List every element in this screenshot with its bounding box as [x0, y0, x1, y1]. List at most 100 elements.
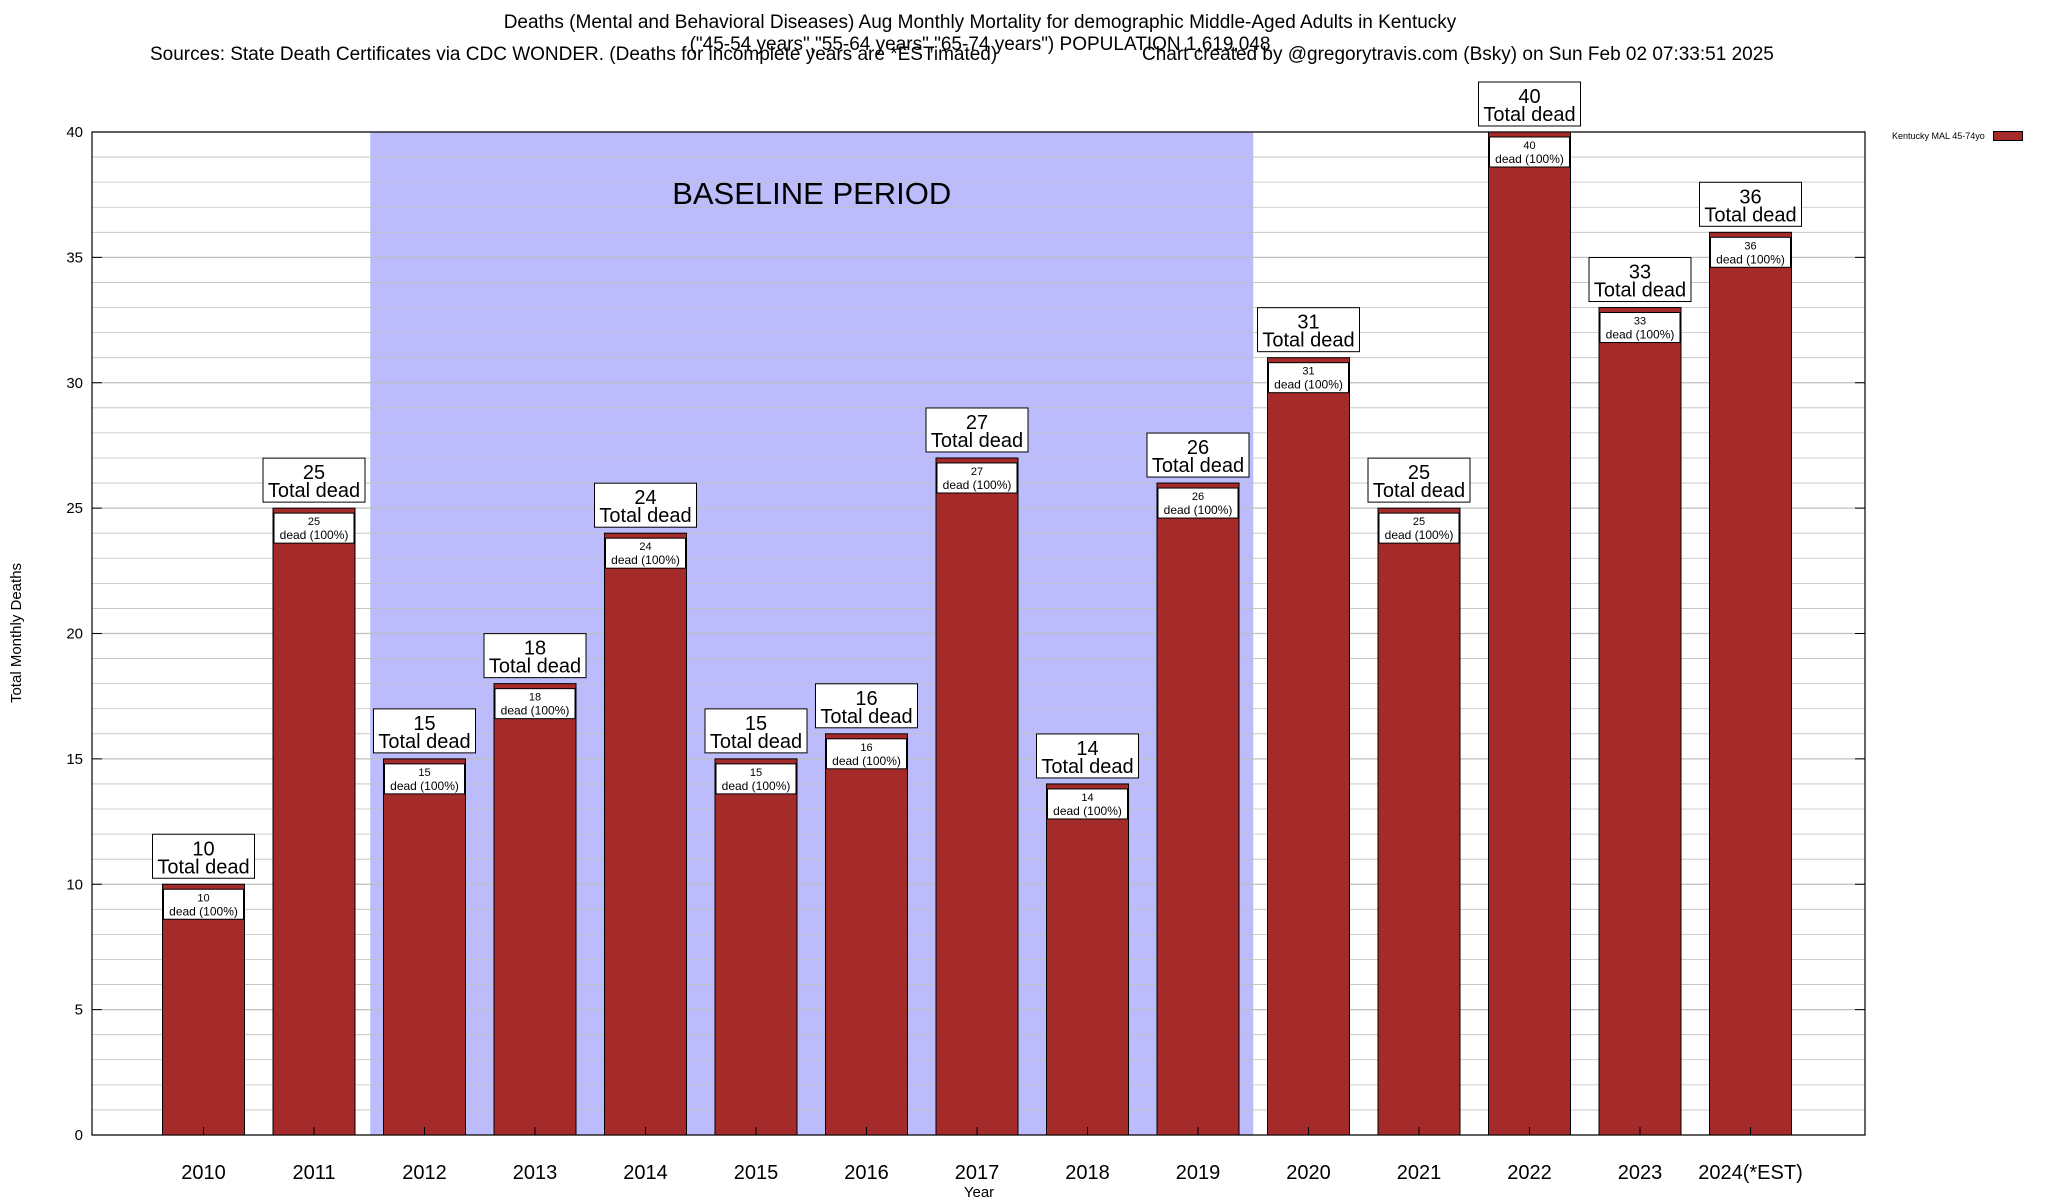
- bar-inner-label-box: [494, 688, 576, 720]
- bar-inner-value: 14: [1081, 792, 1093, 804]
- bar-total-value: 18: [524, 638, 546, 660]
- bar-total-label-box: [1036, 733, 1139, 779]
- bar-inner-label-box: [1710, 236, 1791, 268]
- bar-inner-label: dead (100%): [169, 904, 238, 918]
- bar-total-label: Total dead: [820, 706, 912, 728]
- title-line-1: Deaths (Mental and Behavioral Diseases) …: [503, 12, 1457, 33]
- bar-total-value: 40: [1518, 86, 1540, 108]
- y-tick-label: 40: [66, 124, 83, 141]
- y-axis-label: Total Monthly Deaths: [8, 563, 25, 703]
- x-tick-label: 2017: [955, 1162, 1000, 1184]
- bar-total-label-box: [1146, 432, 1250, 478]
- bar: [1709, 231, 1792, 1136]
- bar-inner-label-box: [1489, 136, 1570, 168]
- bar-total-label-box: [262, 457, 366, 503]
- bar-total-label-box: [1367, 457, 1471, 503]
- bar-inner-value: 27: [971, 466, 983, 478]
- bar-inner-label: dead (100%): [611, 553, 680, 567]
- bar-inner-value: 15: [750, 767, 762, 779]
- legend: Kentucky MAL 45-74yo: [1892, 131, 2023, 141]
- bar-inner-label: dead (100%): [390, 779, 459, 793]
- bar-inner-label-box: [936, 462, 1018, 494]
- bar-inner-label-box: [715, 763, 797, 795]
- bar-total-value: 36: [1739, 186, 1761, 208]
- bar-total-label-box: [373, 708, 476, 754]
- y-tick-label: 10: [66, 876, 83, 893]
- sources-note: Sources: State Death Certificates via CD…: [150, 44, 998, 65]
- x-tick-label: 2019: [1176, 1162, 1221, 1184]
- x-tick-label: 2015: [734, 1162, 779, 1184]
- bar-inner-value: 15: [418, 767, 430, 779]
- x-tick-label: 2011: [292, 1162, 335, 1184]
- bar-inner-label: dead (100%): [1716, 252, 1785, 266]
- bar-total-value: 31: [1297, 312, 1319, 334]
- bar-inner-label: dead (100%): [1053, 804, 1122, 818]
- bar-total-label: Total dead: [1373, 480, 1465, 502]
- bar-inner-label: dead (100%): [280, 528, 349, 542]
- y-tick-label: 20: [66, 626, 83, 643]
- bar: [935, 457, 1019, 1136]
- bar: [383, 758, 466, 1136]
- bar-inner-label-box: [384, 763, 465, 795]
- bar: [493, 683, 577, 1136]
- x-tick-label: 2021: [1397, 1162, 1442, 1184]
- bar-inner-label-box: [1268, 362, 1349, 394]
- bar-total-label-box: [1588, 257, 1692, 303]
- bar-total-label-box: [483, 633, 587, 679]
- bar-total-label-box: [594, 482, 697, 528]
- bar-inner-label: dead (100%): [943, 478, 1012, 492]
- bar-inner-label-box: [1599, 312, 1681, 344]
- x-tick-label: 2022: [1507, 1162, 1552, 1184]
- bar: [604, 532, 687, 1136]
- bar-inner-label: dead (100%): [1164, 503, 1233, 517]
- bar-inner-label-box: [163, 888, 244, 920]
- bar: [1156, 482, 1240, 1136]
- x-tick-label: 2016: [844, 1162, 889, 1184]
- x-tick-label: 2023: [1618, 1162, 1663, 1184]
- legend-label: Kentucky MAL 45-74yo: [1892, 131, 1985, 141]
- bar-inner-value: 31: [1302, 366, 1314, 378]
- bar-total-label-box: [1478, 81, 1581, 127]
- bar: [162, 883, 245, 1136]
- x-tick-label: 2020: [1286, 1162, 1331, 1184]
- bar-inner-label-box: [1047, 788, 1128, 820]
- bar-total-value: 15: [745, 713, 767, 735]
- bar-total-label: Total dead: [931, 430, 1023, 452]
- y-tick-label: 25: [66, 500, 83, 517]
- bar-inner-label-box: [273, 512, 355, 544]
- bar-total-label-box: [925, 407, 1029, 453]
- bar-total-value: 33: [1629, 262, 1651, 284]
- bar: [1488, 131, 1571, 1136]
- y-tick-label: 15: [66, 751, 83, 768]
- bar-total-label: Total dead: [710, 731, 802, 753]
- bar-total-value: 15: [413, 713, 435, 735]
- bar-inner-value: 40: [1523, 140, 1535, 152]
- bar-inner-label-box: [1157, 487, 1239, 519]
- title-line-3: Sources: State Death Certificates via CD…: [0, 44, 2048, 68]
- chart-title: Deaths (Mental and Behavioral Diseases) …: [0, 12, 1960, 56]
- bar-inner-value: 25: [1413, 516, 1425, 528]
- bar-inner-label: dead (100%): [1385, 528, 1454, 542]
- bar-total-value: 25: [1408, 462, 1430, 484]
- bar-inner-label: dead (100%): [832, 754, 901, 768]
- bar-inner-label: dead (100%): [722, 779, 791, 793]
- y-tick-label: 5: [75, 1002, 83, 1019]
- bar-inner-label: dead (100%): [1274, 378, 1343, 392]
- title-line-2: ("45-54 years","55-64 years","65-74 year…: [689, 34, 1271, 55]
- bar-total-value: 26: [1187, 437, 1209, 459]
- bar-inner-value: 25: [308, 516, 320, 528]
- chart-credit: Chart created by @gregorytravis.com (Bsk…: [1142, 44, 1774, 65]
- bar-inner-label: dead (100%): [1606, 328, 1675, 342]
- bar-inner-value: 33: [1634, 316, 1646, 328]
- bar-total-label: Total dead: [1704, 204, 1796, 226]
- bar-total-value: 14: [1076, 738, 1098, 760]
- bar-total-label: Total dead: [1262, 330, 1354, 352]
- bar-total-value: 16: [855, 688, 877, 710]
- bar: [1267, 357, 1350, 1136]
- baseline-period-label: BASELINE PERIOD: [672, 176, 951, 211]
- bar-inner-label-box: [826, 738, 907, 770]
- bar-total-label: Total dead: [157, 856, 249, 878]
- bar-total-label-box: [815, 683, 918, 729]
- bar-inner-value: 10: [197, 892, 209, 904]
- bar-total-label: Total dead: [378, 731, 470, 753]
